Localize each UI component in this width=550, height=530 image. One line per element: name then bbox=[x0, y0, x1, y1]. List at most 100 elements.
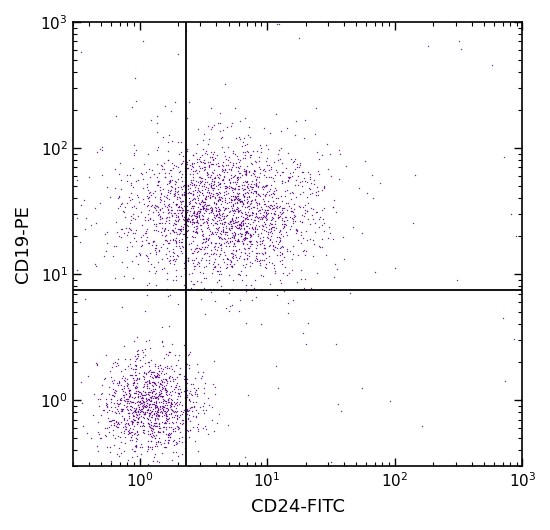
Point bbox=[148, 388, 157, 397]
Point bbox=[191, 165, 200, 174]
Point bbox=[174, 168, 183, 176]
Point bbox=[190, 206, 199, 215]
Point bbox=[172, 200, 180, 209]
Point bbox=[249, 166, 258, 174]
Point bbox=[139, 231, 147, 240]
Point bbox=[164, 351, 173, 360]
Point bbox=[190, 384, 199, 392]
Point bbox=[284, 299, 293, 308]
Point bbox=[152, 407, 161, 416]
Point bbox=[204, 429, 213, 438]
Point bbox=[250, 216, 258, 224]
Point bbox=[236, 267, 245, 275]
Point bbox=[206, 181, 215, 190]
Point bbox=[140, 410, 149, 418]
Point bbox=[235, 225, 244, 233]
Point bbox=[208, 183, 217, 192]
Point bbox=[187, 256, 196, 264]
Point bbox=[198, 372, 207, 380]
Point bbox=[177, 222, 185, 231]
Point bbox=[119, 207, 128, 216]
Point bbox=[222, 237, 231, 246]
Point bbox=[105, 406, 114, 414]
Point bbox=[165, 348, 174, 356]
Point bbox=[126, 405, 135, 414]
Point bbox=[247, 182, 256, 191]
Point bbox=[162, 284, 171, 293]
Point bbox=[277, 250, 286, 258]
Point bbox=[194, 181, 203, 189]
Point bbox=[228, 245, 237, 254]
Point bbox=[255, 257, 263, 265]
Point bbox=[154, 210, 163, 219]
Point bbox=[131, 357, 140, 365]
Point bbox=[129, 365, 138, 373]
Point bbox=[138, 353, 147, 361]
Point bbox=[122, 390, 131, 398]
Point bbox=[130, 429, 139, 438]
Point bbox=[162, 236, 171, 245]
Point bbox=[189, 402, 198, 410]
Point bbox=[157, 165, 166, 173]
Point bbox=[195, 212, 204, 220]
Point bbox=[125, 402, 134, 410]
Point bbox=[225, 194, 234, 202]
Point bbox=[145, 361, 154, 370]
Point bbox=[229, 196, 238, 204]
Point bbox=[227, 198, 235, 207]
Point bbox=[260, 170, 268, 179]
Point bbox=[244, 205, 253, 213]
Point bbox=[205, 173, 214, 181]
Point bbox=[251, 227, 260, 236]
Point bbox=[143, 225, 152, 233]
Point bbox=[241, 233, 250, 241]
Point bbox=[487, 61, 496, 69]
Point bbox=[163, 415, 172, 423]
Point bbox=[161, 422, 170, 431]
Point bbox=[251, 196, 260, 205]
Point bbox=[196, 245, 205, 253]
Point bbox=[227, 196, 235, 204]
Point bbox=[224, 181, 233, 190]
Point bbox=[195, 179, 204, 187]
Point bbox=[161, 250, 170, 258]
Point bbox=[202, 215, 211, 224]
Point bbox=[220, 238, 229, 247]
Point bbox=[136, 411, 145, 420]
Point bbox=[234, 223, 243, 231]
Point bbox=[129, 202, 138, 210]
Point bbox=[261, 249, 270, 258]
Point bbox=[267, 215, 276, 224]
Point bbox=[192, 218, 201, 226]
Point bbox=[164, 246, 173, 255]
Point bbox=[211, 174, 219, 182]
Point bbox=[202, 243, 211, 251]
Point bbox=[169, 367, 178, 376]
Point bbox=[132, 176, 141, 185]
Point bbox=[133, 352, 142, 360]
Point bbox=[241, 281, 250, 289]
Point bbox=[178, 416, 186, 425]
Point bbox=[123, 199, 131, 207]
Point bbox=[155, 169, 163, 178]
Point bbox=[202, 218, 211, 227]
Point bbox=[127, 216, 136, 224]
Point bbox=[198, 198, 207, 206]
Point bbox=[239, 254, 248, 263]
Point bbox=[216, 267, 224, 275]
Point bbox=[183, 359, 192, 368]
Point bbox=[207, 218, 216, 227]
Point bbox=[244, 131, 252, 139]
Point bbox=[183, 163, 191, 172]
Point bbox=[137, 233, 146, 242]
Point bbox=[92, 442, 101, 450]
Point bbox=[169, 227, 178, 235]
Point bbox=[146, 394, 155, 403]
Point bbox=[118, 412, 127, 420]
Point bbox=[170, 402, 179, 410]
Point bbox=[231, 207, 240, 215]
Point bbox=[175, 225, 184, 234]
Point bbox=[180, 173, 189, 181]
Point bbox=[152, 422, 161, 430]
Point bbox=[159, 132, 168, 141]
